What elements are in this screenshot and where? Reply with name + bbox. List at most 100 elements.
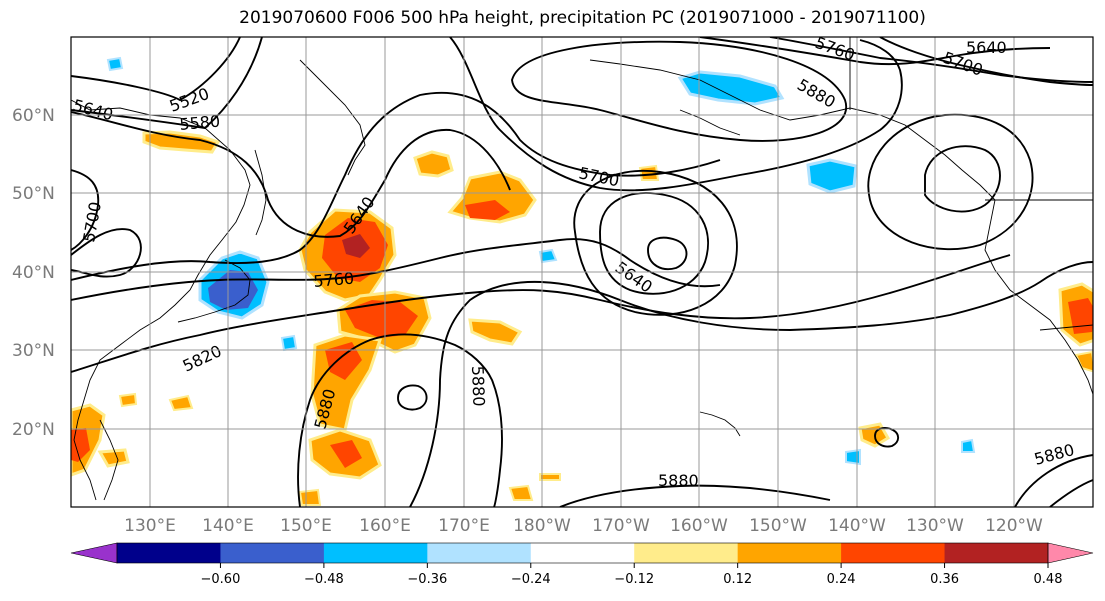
lon-label: 170°W xyxy=(592,516,650,536)
precip-fill xyxy=(961,438,976,453)
contour-label: 5580 xyxy=(179,112,221,134)
contour-5760 xyxy=(71,238,721,301)
contour-low-5640 xyxy=(599,192,709,295)
precip-fill xyxy=(465,200,510,220)
contour-west-loop xyxy=(71,228,142,278)
coastline-asia xyxy=(71,99,251,501)
lon-label: 180°W xyxy=(513,516,571,536)
coastline-japan xyxy=(177,259,251,323)
lon-label: 140°E xyxy=(202,516,254,536)
precip-fill xyxy=(71,428,90,462)
colorbar-tick-label: 0.48 xyxy=(1034,572,1063,587)
lat-label: 40°N xyxy=(12,263,55,283)
colorbar-extend-low xyxy=(70,542,118,564)
graticule xyxy=(71,37,1093,507)
contour-gulf-low xyxy=(924,145,1001,213)
coastline-philippines xyxy=(99,419,119,501)
contour-5520 xyxy=(71,37,241,102)
lon-label: 120°W xyxy=(985,516,1043,536)
contour-label: 5760 xyxy=(313,269,355,291)
colorbar-tick-label: −0.60 xyxy=(201,572,241,587)
colorbar-tick-label: 0.24 xyxy=(827,572,856,587)
contour-low-5700 xyxy=(573,169,738,316)
colorbar-tick-label: −0.48 xyxy=(304,572,344,587)
lon-label: 140°W xyxy=(828,516,886,536)
precip-fill xyxy=(298,488,322,506)
lat-label: 20°N xyxy=(12,420,55,440)
precip-fill xyxy=(806,158,858,194)
contour-high-small xyxy=(397,384,428,411)
precip-fill xyxy=(508,484,534,501)
colorbar-tick-label: −0.12 xyxy=(614,572,654,587)
contour-5820-east xyxy=(1049,479,1093,507)
precip-fill xyxy=(325,342,362,380)
contour-label: 5640 xyxy=(966,38,1007,57)
precip-fill xyxy=(539,473,561,481)
map-title: 2019070600 F006 500 hPa height, precipit… xyxy=(239,8,926,28)
contour-5880-bottom xyxy=(559,484,831,507)
contour-label: 5880 xyxy=(658,471,699,490)
precip-fill xyxy=(342,234,370,258)
boundary-mexico xyxy=(1039,324,1093,331)
colorbar-ticks: −0.60 −0.48 −0.36 −0.24 −0.12 0.12 0.24 0.36 0.4… xyxy=(201,563,1063,587)
precip-fill xyxy=(413,150,454,178)
colorbar: −0.60 −0.48 −0.36 −0.24 −0.12 0.12 0.24 0.36 0.4… xyxy=(70,542,1094,587)
coastline-sakhalin xyxy=(254,149,267,236)
contour-gulf-ring xyxy=(867,113,1034,251)
lon-label: 160°W xyxy=(670,516,728,536)
coastline-kamchatka xyxy=(299,59,366,176)
map-frame xyxy=(70,36,1094,508)
longitude-labels: 130°E 140°E 150°E 160°E 170°E 180°W 170°… xyxy=(124,516,1043,536)
colorbar-tick-label: −0.36 xyxy=(407,572,447,587)
precip-fill xyxy=(106,56,124,72)
precip-positive-fills xyxy=(71,130,1093,506)
contour-5700-west xyxy=(71,169,100,251)
colorbar-segment xyxy=(220,543,325,563)
contour-low-center xyxy=(647,236,688,270)
contour-5880-big xyxy=(409,261,1093,507)
colorbar-segment xyxy=(944,543,1049,563)
precip-fill xyxy=(1068,298,1093,334)
precip-fill xyxy=(538,248,558,264)
contour-5640-east xyxy=(879,37,1093,86)
lon-label: 150°W xyxy=(749,516,807,536)
coastline-hawaii xyxy=(699,411,741,437)
latitude-labels: 60°N 50°N 40°N 30°N 20°N xyxy=(12,106,55,440)
coastline-alaska xyxy=(589,59,996,201)
contour-high-ring1 xyxy=(511,40,848,142)
contour-5880-east xyxy=(1014,454,1093,507)
precip-fill xyxy=(118,392,138,408)
lat-label: 50°N xyxy=(12,184,55,204)
colorbar-tick-label: 0.12 xyxy=(723,572,752,587)
lon-label: 160°E xyxy=(359,516,411,536)
precip-fill xyxy=(845,448,861,466)
colorbar-segment xyxy=(634,543,739,563)
colorbar-tick-label: 0.36 xyxy=(930,572,959,587)
lon-label: 130°E xyxy=(124,516,176,536)
colorbar-segment xyxy=(117,543,221,563)
lat-label: 60°N xyxy=(12,106,55,126)
colorbar-segments xyxy=(117,543,1049,563)
contour-label: 5880 xyxy=(468,365,488,406)
colorbar-tick-label: −0.24 xyxy=(511,572,551,587)
contour-5700-east xyxy=(449,37,903,192)
contour-5700-mid xyxy=(71,91,721,281)
precip-fill xyxy=(168,394,194,412)
precip-fill xyxy=(97,448,130,468)
colorbar-segment xyxy=(427,543,532,563)
contour-5640-west xyxy=(71,111,511,238)
colorbar-segment xyxy=(323,543,428,563)
lon-label: 170°E xyxy=(438,516,490,536)
colorbar-segment xyxy=(737,543,842,563)
colorbar-frame xyxy=(116,542,1049,564)
height-contours xyxy=(71,37,1093,507)
precip-fill xyxy=(330,440,362,468)
precip-fill xyxy=(468,318,523,346)
colorbar-segment xyxy=(841,543,946,563)
precip-fill xyxy=(638,164,660,181)
precip-fill xyxy=(345,300,418,338)
contour-5760-ne xyxy=(699,37,1051,66)
colorbar-segment xyxy=(530,543,635,563)
contour-5820 xyxy=(71,254,1011,373)
